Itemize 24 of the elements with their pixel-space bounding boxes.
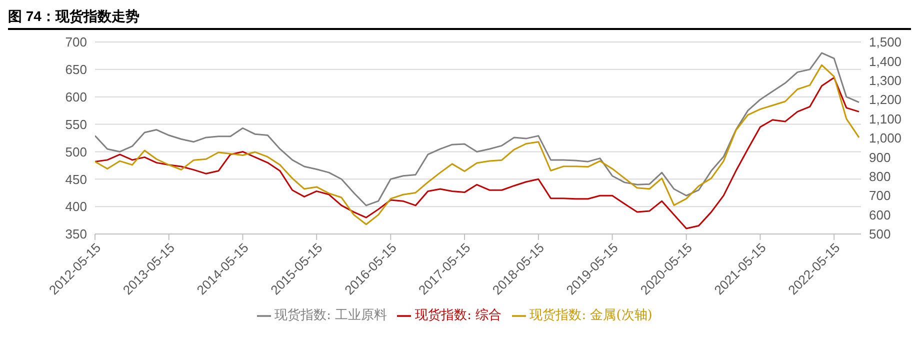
y-tick-label: 550 [65, 116, 87, 132]
y-tick-label: 350 [65, 226, 87, 242]
y2-tick-label: 700 [869, 188, 891, 204]
y2-tick-label: 1,400 [869, 54, 902, 69]
y2-tick-label: 1,300 [869, 73, 902, 88]
line-series [95, 52, 860, 206]
y2-tick-label: 1,000 [869, 130, 902, 146]
y2-tick-label: 900 [869, 150, 891, 165]
legend-label: 现货指数: 综合 [415, 308, 502, 323]
legend-label: 现货指数: 工业原料 [274, 308, 388, 323]
y2-tick-label: 1,200 [869, 92, 902, 108]
y-tick-label: 450 [65, 172, 87, 187]
y2-tick-label: 1,500 [869, 34, 902, 50]
y-tick-label: 500 [65, 144, 87, 160]
y-tick-label: 650 [65, 62, 87, 78]
y2-tick-label: 1,100 [869, 111, 902, 126]
y2-tick-label: 500 [869, 226, 891, 242]
y-tick-label: 700 [65, 34, 87, 50]
legend-label: 现货指数: 金属(次轴) [530, 308, 652, 323]
chart-title: 图 74：现货指数走势 [8, 8, 911, 30]
y2-tick-label: 800 [869, 169, 891, 184]
y-tick-label: 400 [65, 199, 87, 214]
y2-tick-label: 600 [869, 207, 891, 222]
y-tick-label: 600 [65, 89, 87, 104]
